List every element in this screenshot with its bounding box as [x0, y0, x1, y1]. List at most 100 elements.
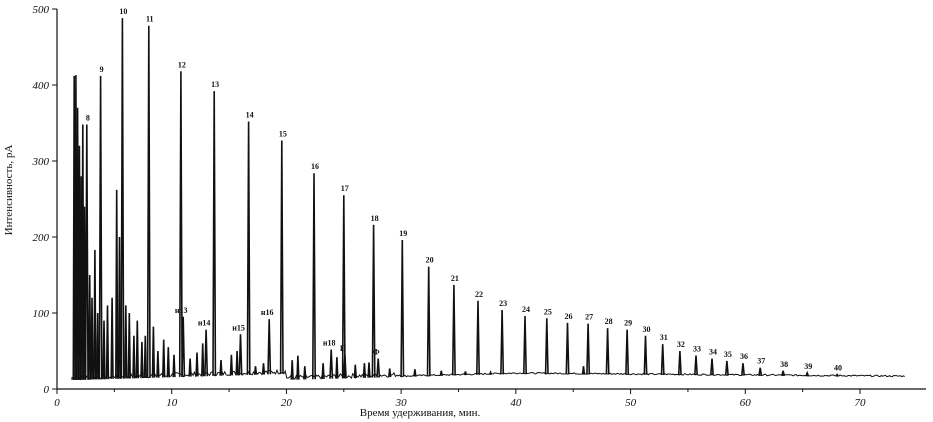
trace-baseline	[71, 368, 905, 381]
peak-label: 28	[605, 317, 613, 326]
peak	[677, 350, 682, 376]
peak	[544, 318, 549, 375]
peak-label: 11	[146, 15, 154, 24]
peak-label: 37	[757, 357, 765, 366]
y-axis-title: Интенсивность, pA	[3, 145, 15, 236]
minor-peak	[156, 350, 160, 378]
y-tick-label: 0	[44, 384, 50, 396]
peak	[238, 334, 243, 376]
peak	[710, 358, 714, 376]
peak	[212, 91, 217, 376]
chromatogram-trace	[71, 18, 905, 381]
y-tick-label: 200	[33, 232, 50, 244]
minor-peak	[321, 363, 325, 379]
peak-label: 21	[451, 274, 459, 283]
minor-peak	[93, 249, 97, 380]
minor-peak	[188, 358, 192, 377]
peak-label: 27	[585, 313, 593, 322]
minor-peak	[229, 354, 234, 376]
peak	[625, 329, 630, 375]
minor-peak	[127, 312, 131, 379]
peak-label: 29	[624, 319, 632, 328]
peak-label: 38	[780, 360, 788, 369]
peak	[400, 239, 405, 377]
minor-peak	[362, 363, 367, 378]
x-tick-label: 20	[281, 397, 293, 409]
minor-peak	[105, 305, 110, 380]
x-tick-label: 30	[395, 397, 408, 409]
peak-label: 16	[311, 162, 319, 171]
peak-label: 34	[709, 348, 717, 357]
peak	[246, 121, 251, 375]
peak	[341, 195, 346, 379]
minor-peak	[124, 305, 128, 379]
y-tick-label: 100	[33, 308, 50, 320]
peak-label: 40	[834, 364, 842, 373]
peak	[694, 355, 698, 376]
y-tick-label: 300	[32, 156, 50, 168]
peak-label: 39	[804, 362, 812, 371]
peak	[523, 315, 527, 374]
peak	[376, 358, 381, 378]
minor-peak	[413, 369, 417, 377]
peak	[267, 319, 272, 375]
minor-peak	[135, 320, 139, 379]
y-tick-label: 500	[33, 4, 50, 16]
peak-label: 25	[544, 307, 552, 316]
peak	[500, 309, 505, 375]
minor-peak	[88, 274, 92, 380]
peak-label: 35	[724, 350, 732, 359]
peak-label: 17	[341, 184, 349, 193]
minor-peak	[219, 360, 223, 376]
peak-label: 22	[475, 290, 483, 299]
minor-peak	[581, 366, 586, 375]
peak	[181, 316, 186, 377]
peak-label: 9	[100, 65, 104, 74]
peak-label: 31	[660, 333, 668, 342]
y-tick-label: 400	[33, 80, 50, 92]
minor-peak	[96, 312, 100, 380]
minor-peak	[439, 370, 443, 376]
x-tick-label: 10	[166, 397, 178, 409]
peak	[279, 140, 284, 374]
peak	[451, 284, 456, 376]
minor-peak	[162, 339, 166, 378]
peak	[660, 344, 665, 376]
peak	[329, 349, 334, 379]
peak-label: 23	[499, 299, 507, 308]
x-tick-label: 40	[510, 397, 522, 409]
peak	[724, 360, 729, 376]
minor-peak	[151, 326, 156, 378]
peak-label: 14	[246, 110, 254, 119]
peak-label: П	[340, 344, 347, 353]
minor-peak	[201, 343, 205, 377]
peak-label: 13	[211, 80, 219, 89]
peak-label: 30	[642, 325, 650, 334]
peak-label: 26	[564, 312, 572, 321]
minor-peak	[463, 371, 468, 376]
minor-peak	[296, 355, 300, 380]
peak-label: н18	[323, 338, 336, 347]
peak-label: 36	[740, 352, 748, 361]
peak-labels: 8 9 10 11 12 13 14 15 16 17 18 19 20 21 22 23 24 25 26 27 28…	[86, 7, 842, 372]
minor-peak	[290, 360, 294, 380]
minor-peak	[253, 366, 258, 375]
peak-label: н14	[198, 319, 211, 328]
minor-peak	[353, 364, 357, 379]
minor-peak	[335, 357, 339, 379]
peak	[476, 300, 480, 375]
y-axis: 0 100 200 300 400 500	[32, 4, 58, 396]
minor-peak	[367, 362, 371, 378]
peak-label: н15	[232, 323, 245, 332]
peak	[178, 71, 183, 377]
minor-peak	[172, 354, 176, 378]
minor-peak	[166, 347, 170, 378]
peak	[146, 25, 151, 378]
minor-peak	[140, 341, 144, 379]
peak-label: 10	[119, 7, 127, 16]
peak-label: 12	[178, 60, 186, 69]
x-tick-label: 50	[625, 397, 637, 409]
peak-label: 8	[86, 114, 90, 123]
peak-label: 33	[693, 345, 701, 354]
